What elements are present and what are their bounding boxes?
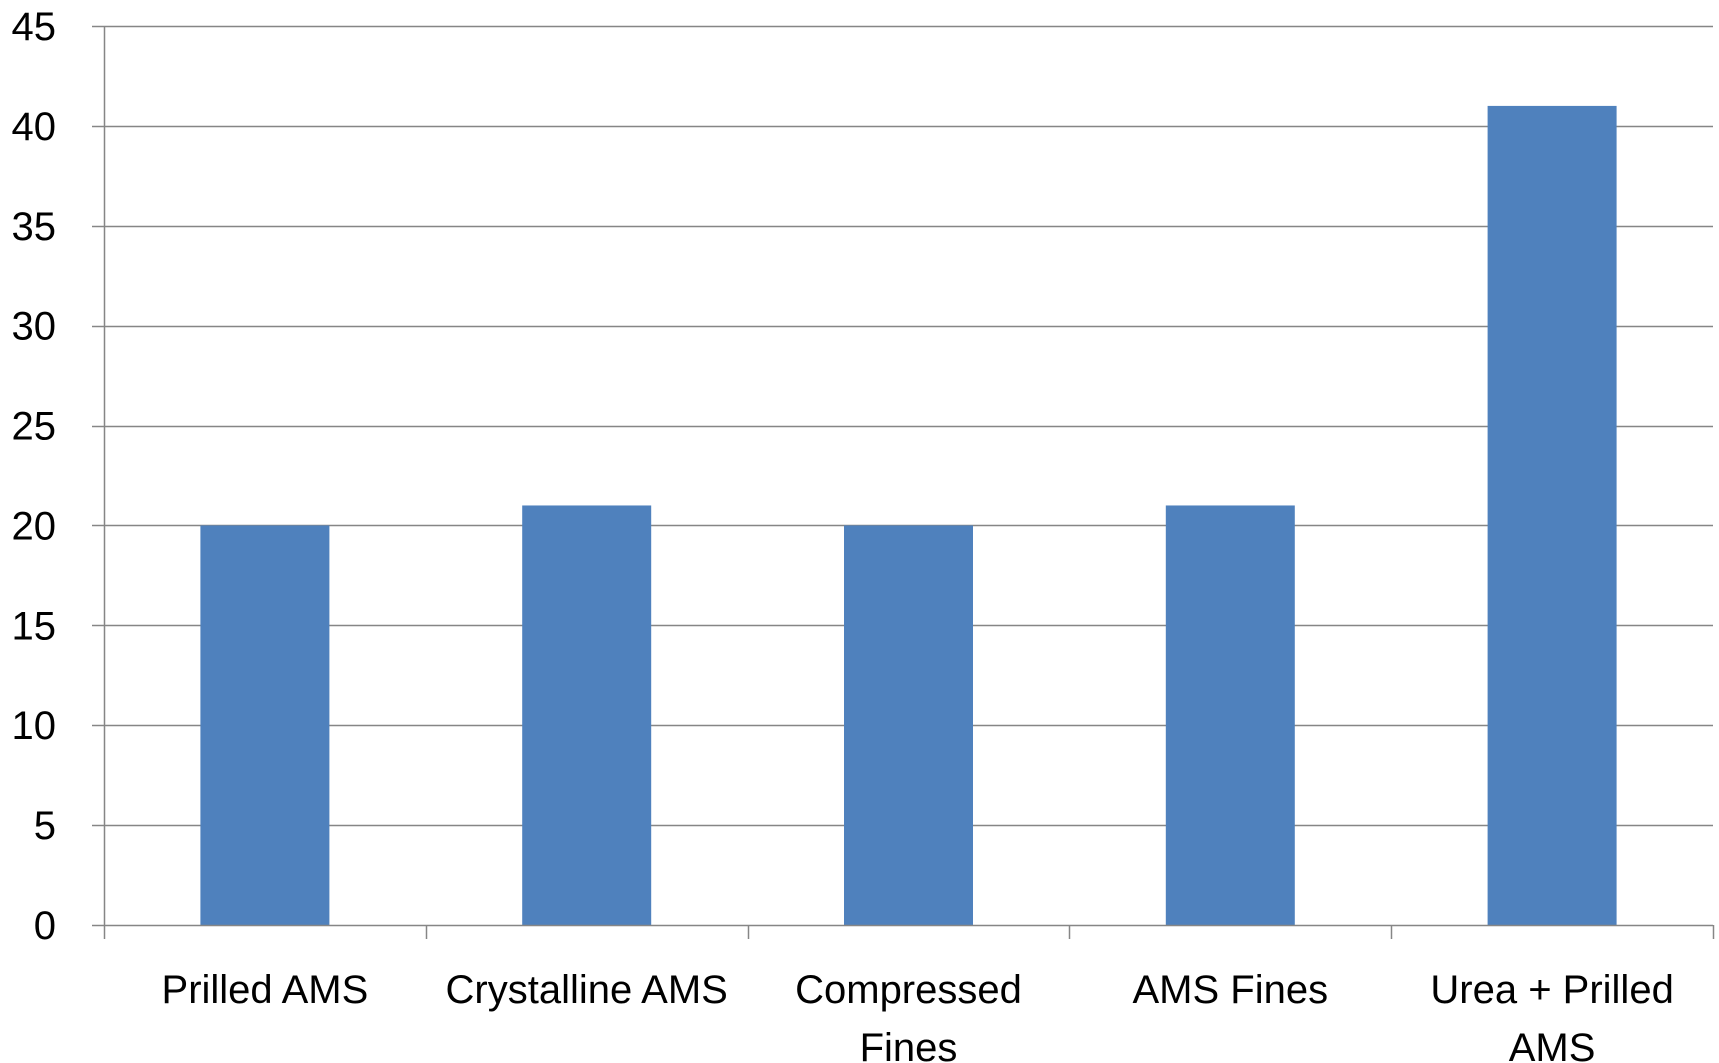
y-tick-label-35: 35 xyxy=(12,205,57,249)
x-category-label-3: Compressed Fines xyxy=(795,968,1022,1063)
y-tick-label-5: 5 xyxy=(34,804,56,848)
y-tick-label-40: 40 xyxy=(12,105,57,149)
y-tick-label-0: 0 xyxy=(34,904,56,948)
y-tick-label-30: 30 xyxy=(12,305,57,349)
x-category-label-line: Prilled AMS xyxy=(162,968,369,1012)
bar-1 xyxy=(200,525,330,925)
x-tick-labels: Prilled AMS Crystalline AMS Compressed Fine… xyxy=(162,968,1674,1063)
bar-2 xyxy=(522,505,652,925)
x-category-label-line: Fines xyxy=(860,1026,958,1063)
bar-4 xyxy=(1165,505,1295,925)
y-tick-label-25: 25 xyxy=(12,405,57,449)
x-category-label-line: AMS xyxy=(1509,1026,1596,1063)
x-category-label-1: Prilled AMS xyxy=(162,968,369,1012)
y-tick-label-15: 15 xyxy=(12,604,57,648)
y-tick-labels: 0 5 10 15 20 25 30 35 40 45 xyxy=(12,5,57,948)
bars xyxy=(200,105,1617,925)
x-category-label-5: Urea + Prilled AMS xyxy=(1430,968,1673,1063)
x-category-label-2: Crystalline AMS xyxy=(446,968,728,1012)
x-category-label-4: AMS Fines xyxy=(1132,968,1328,1012)
grid-lines xyxy=(104,25,1713,827)
x-category-label-line: AMS Fines xyxy=(1132,968,1328,1012)
y-tick-label-10: 10 xyxy=(12,704,57,748)
x-category-label-line: Urea + Prilled xyxy=(1430,968,1673,1012)
y-tick-label-45: 45 xyxy=(12,5,57,49)
bar-5 xyxy=(1487,105,1617,925)
x-category-label-line: Compressed xyxy=(795,968,1022,1012)
bar-3 xyxy=(844,525,973,925)
y-tick-label-20: 20 xyxy=(12,504,57,548)
axes xyxy=(92,25,1715,939)
x-category-label-line: Crystalline AMS xyxy=(446,968,728,1012)
